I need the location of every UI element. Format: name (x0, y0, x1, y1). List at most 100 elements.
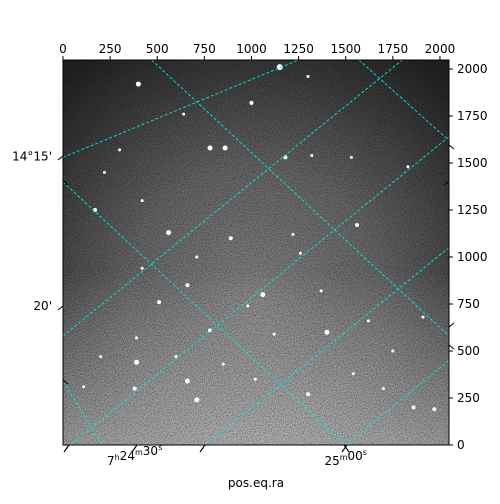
grid-line-ascending (345, 360, 449, 445)
top-pixel-axis: 0 250 500 750 1000 1250 1500 1750 2000 (59, 42, 455, 60)
grid-line-ascending (63, 60, 299, 158)
world-tick (62, 379, 69, 385)
star (221, 362, 225, 366)
star (135, 336, 139, 340)
star (157, 300, 162, 305)
star (82, 385, 86, 389)
star (272, 332, 276, 336)
top-tick-label: 1500 (330, 42, 361, 56)
top-tick-label: 1000 (236, 42, 267, 56)
world-tick (131, 444, 138, 453)
right-tick-label: 500 (457, 344, 480, 358)
right-pixel-axis: 0 250 500 750 1000 1250 1500 1750 2000 (449, 62, 488, 452)
world-tick (62, 180, 69, 186)
ra-tick-label: 7h24m30s (107, 443, 162, 468)
star (207, 145, 213, 151)
star (246, 304, 250, 308)
star (222, 145, 228, 151)
grid-line-ascending (70, 136, 449, 445)
star (421, 315, 425, 319)
star (351, 372, 355, 376)
star (194, 397, 200, 403)
right-tick-label: 1750 (457, 109, 488, 123)
star (355, 223, 360, 228)
star (306, 75, 310, 79)
star (118, 148, 122, 152)
star (208, 328, 213, 333)
star (349, 155, 353, 159)
ra-label-number: 30 (143, 444, 158, 458)
right-tick-label: 750 (457, 297, 480, 311)
star (253, 377, 257, 381)
right-tick-label: 1500 (457, 156, 488, 170)
star (310, 153, 314, 157)
star (432, 407, 437, 412)
right-tick-label: 2000 (457, 62, 488, 76)
ra-tick-label: 25m00s (324, 448, 367, 468)
world-tick (443, 180, 450, 186)
top-tick-label: 750 (193, 42, 216, 56)
star (184, 378, 190, 384)
grid-line-ascending (205, 247, 449, 445)
star (324, 329, 330, 335)
top-tick-label: 1750 (378, 42, 409, 56)
star (99, 355, 103, 359)
star (411, 405, 416, 410)
star (185, 283, 190, 288)
world-tick (343, 444, 350, 453)
star (135, 81, 141, 87)
ra-label-number: 25 (324, 454, 339, 468)
grid-line-descending (63, 181, 347, 445)
ra-label-unit: s (158, 443, 162, 452)
grid-line-ascending (63, 60, 403, 337)
world-tick (341, 444, 348, 453)
top-tick-label: 2000 (425, 42, 456, 56)
world-tick (199, 444, 206, 453)
x-axis-label: pos.eq.ra (228, 476, 284, 490)
grid-line-descending (358, 60, 449, 141)
left-dec-axis: 14°15' 20' (12, 149, 52, 312)
top-tick-label: 250 (99, 42, 122, 56)
right-tick-label: 0 (457, 438, 465, 452)
ra-label-unit: m (135, 448, 143, 457)
star (140, 266, 144, 270)
star (195, 255, 199, 259)
star (366, 319, 370, 323)
image-grain (63, 60, 449, 445)
right-tick-label: 250 (457, 391, 480, 405)
star (406, 165, 410, 169)
star (306, 392, 311, 397)
star (391, 349, 395, 353)
right-tick-label: 1000 (457, 250, 488, 264)
top-tick-label: 500 (146, 42, 169, 56)
dec-tick-label: 20' (33, 299, 52, 313)
star (249, 100, 254, 105)
dec-tick-label: 14°15' (12, 149, 52, 163)
star (319, 289, 323, 293)
star (260, 292, 266, 298)
star (182, 112, 186, 116)
world-tick (448, 322, 455, 328)
world-tick (57, 305, 64, 311)
star (381, 387, 385, 391)
top-tick-label: 1250 (283, 42, 314, 56)
top-tick-label: 0 (59, 42, 67, 56)
right-tick-label: 1250 (457, 203, 488, 217)
ra-label-unit: m (340, 453, 348, 462)
star (166, 230, 172, 236)
world-tick (63, 444, 70, 453)
sky-image (63, 60, 449, 445)
coordinate-grid (63, 60, 449, 445)
stars (82, 64, 437, 412)
ra-label-number: 00 (348, 449, 363, 463)
world-tick (448, 344, 455, 350)
star (140, 199, 144, 203)
ra-label-unit: s (363, 448, 367, 457)
ra-label-number: 24 (120, 449, 135, 463)
star (298, 251, 302, 255)
star (132, 386, 137, 391)
grid-line-descending (63, 380, 103, 445)
